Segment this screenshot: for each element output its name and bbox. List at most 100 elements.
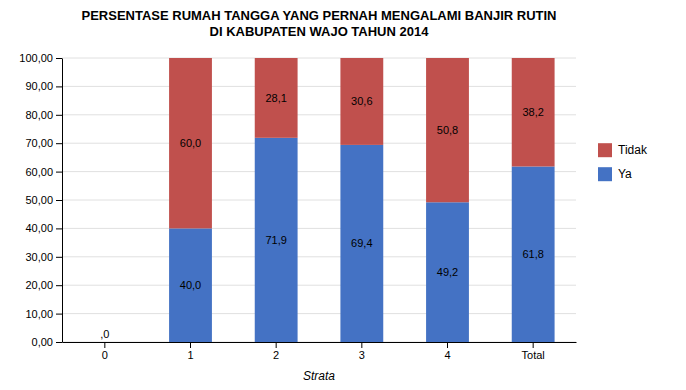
tick-mark bbox=[447, 342, 448, 348]
axis-line bbox=[63, 342, 577, 343]
tick-label: 10,00 bbox=[25, 308, 53, 320]
tick: 3 bbox=[359, 342, 365, 361]
title-line: PERSENTASE RUMAH TANGGA YANG PERNAH MENG… bbox=[81, 8, 556, 23]
tick-label: 100,00 bbox=[19, 52, 53, 64]
grid-line bbox=[62, 228, 576, 229]
data-label: 49,2 bbox=[437, 266, 458, 278]
tick-mark bbox=[533, 342, 534, 348]
tick: 70,00 bbox=[25, 137, 62, 149]
tick-mark bbox=[104, 342, 105, 348]
tick: 90,00 bbox=[25, 80, 62, 92]
tick: Total bbox=[522, 342, 545, 361]
grid-line bbox=[62, 285, 576, 286]
grid-line bbox=[62, 342, 576, 343]
x-axis: 0 1 2 3 4 Total bbox=[63, 342, 577, 361]
x-axis-label: Strata bbox=[303, 369, 335, 383]
tick-label: Total bbox=[522, 349, 545, 361]
tick: 40,00 bbox=[25, 222, 62, 234]
tick: 0 bbox=[102, 342, 108, 361]
grid-line bbox=[62, 256, 576, 257]
legend-label: Tidak bbox=[618, 143, 648, 157]
tick: 2 bbox=[273, 342, 279, 361]
bar bbox=[512, 58, 555, 166]
data-labels: ,040,071,969,449,261,860,028,130,650,838… bbox=[100, 92, 544, 340]
bar bbox=[255, 58, 298, 138]
data-label: 40,0 bbox=[180, 279, 201, 291]
tick: 10,00 bbox=[25, 308, 62, 320]
axis-line bbox=[62, 59, 63, 343]
legend-label: Ya bbox=[618, 167, 632, 181]
tick: 100,00 bbox=[19, 52, 62, 64]
tick-mark bbox=[276, 342, 277, 348]
tick-mark bbox=[56, 143, 62, 144]
tick-mark bbox=[56, 115, 62, 116]
tick-label: 1 bbox=[187, 349, 193, 361]
data-label: 38,2 bbox=[522, 106, 543, 118]
tick-label: 2 bbox=[273, 349, 279, 361]
data-label: 28,1 bbox=[265, 92, 286, 104]
data-label: 61,8 bbox=[522, 248, 543, 260]
bar bbox=[340, 145, 383, 342]
tick-label: 80,00 bbox=[25, 109, 53, 121]
tick-label: 60,00 bbox=[25, 166, 53, 178]
bar bbox=[426, 58, 469, 202]
legend: Tidak Ya bbox=[598, 143, 648, 181]
y-axis: 0,00 10,00 20,00 30,00 40,00 50,00 60,00 70,00 8… bbox=[19, 52, 62, 348]
tick-label: 30,00 bbox=[25, 251, 53, 263]
grid-line bbox=[62, 200, 576, 201]
grid-line bbox=[62, 313, 576, 314]
legend-item: Ya bbox=[598, 167, 632, 181]
tick-mark bbox=[361, 342, 362, 348]
plot: ,040,071,969,449,261,860,028,130,650,838… bbox=[19, 52, 576, 361]
chart: PERSENTASE RUMAH TANGGA YANG PERNAH MENG… bbox=[0, 0, 686, 390]
tick-mark bbox=[56, 58, 62, 59]
legend-item: Tidak bbox=[598, 143, 648, 157]
data-label: 30,6 bbox=[351, 95, 372, 107]
tick-label: 70,00 bbox=[25, 137, 53, 149]
bar bbox=[83, 342, 126, 343]
tick-mark bbox=[190, 342, 191, 348]
tick: 4 bbox=[444, 342, 450, 361]
tick: 0,00 bbox=[32, 336, 62, 348]
tick-label: 50,00 bbox=[25, 194, 53, 206]
grid-line bbox=[62, 58, 576, 59]
bar bbox=[255, 138, 298, 342]
tick-mark bbox=[56, 257, 62, 258]
tick-label: 40,00 bbox=[25, 222, 53, 234]
data-label: 60,0 bbox=[180, 137, 201, 149]
bar bbox=[169, 58, 212, 228]
tick-label: 0 bbox=[102, 349, 108, 361]
tick-mark bbox=[56, 285, 62, 286]
bars bbox=[169, 58, 555, 342]
tick-label: 4 bbox=[444, 349, 450, 361]
tick: 20,00 bbox=[25, 279, 62, 291]
tick-mark bbox=[56, 342, 62, 343]
tick-mark bbox=[56, 172, 62, 173]
bar bbox=[340, 58, 383, 145]
legend-swatch bbox=[598, 167, 612, 181]
tick-label: 0,00 bbox=[32, 336, 53, 348]
data-label: 71,9 bbox=[265, 234, 286, 246]
tick-label: 20,00 bbox=[25, 279, 53, 291]
title: PERSENTASE RUMAH TANGGA YANG PERNAH MENG… bbox=[81, 8, 556, 39]
data-label: 50,8 bbox=[437, 124, 458, 136]
tick: 30,00 bbox=[25, 251, 62, 263]
tick-mark bbox=[56, 86, 62, 87]
tick: 60,00 bbox=[25, 166, 62, 178]
legend-swatch bbox=[598, 143, 612, 157]
grid-line bbox=[62, 86, 576, 87]
tick-mark bbox=[56, 314, 62, 315]
tick: 80,00 bbox=[25, 109, 62, 121]
tick: 50,00 bbox=[25, 194, 62, 206]
title-line: DI KABUPATEN WAJO TAHUN 2014 bbox=[210, 24, 430, 39]
grid bbox=[62, 58, 576, 342]
grid-line bbox=[62, 171, 576, 172]
bar bbox=[83, 342, 126, 343]
tick: 1 bbox=[187, 342, 193, 361]
tick-mark bbox=[56, 200, 62, 201]
grid-line bbox=[62, 114, 576, 115]
bar bbox=[426, 202, 469, 342]
bar bbox=[169, 228, 212, 342]
tick-label: 3 bbox=[359, 349, 365, 361]
tick-label: 90,00 bbox=[25, 80, 53, 92]
